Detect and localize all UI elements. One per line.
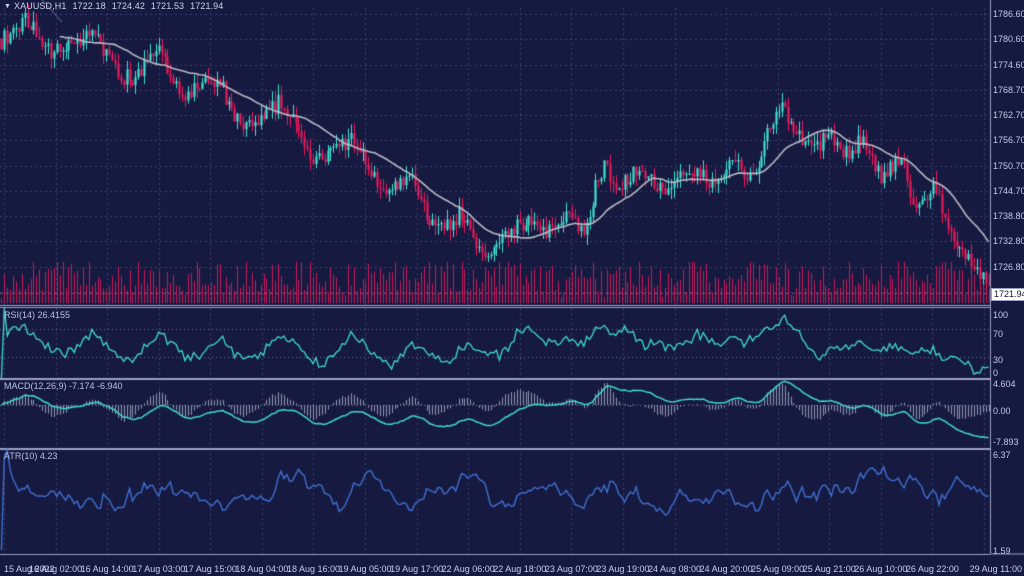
time-axis-label: 24 Aug 20:00 [699, 564, 753, 574]
time-axis-label: 17 Aug 03:00 [132, 564, 186, 574]
time-axis-label: 26 Aug 22:00 [905, 564, 959, 574]
time-axis-label: 18 Aug 04:00 [235, 564, 289, 574]
time-axis-label: 17 Aug 15:00 [183, 564, 237, 574]
time-axis-label: 22 Aug 06:00 [441, 564, 495, 574]
time-axis-label: 22 Aug 18:00 [493, 564, 547, 574]
time-axis-label: 19 Aug 05:00 [338, 564, 392, 574]
time-axis-label: 23 Aug 19:00 [596, 564, 650, 574]
time-axis-label: 29 Aug 11:00 [969, 564, 1022, 574]
time-axis-label: 16 Aug 14:00 [80, 564, 134, 574]
time-axis-label: 25 Aug 21:00 [802, 564, 856, 574]
current-price-label: 1721.94 [991, 288, 1024, 301]
time-axis-label: 26 Aug 10:00 [854, 564, 908, 574]
time-axis-label: 24 Aug 08:00 [647, 564, 702, 574]
time-axis-label: 16 Aug 02:00 [29, 564, 83, 574]
time-axis-label: 18 Aug 16:00 [286, 564, 340, 574]
time-axis-label: 15 Aug 2022 [4, 564, 55, 574]
time-axis-label: 25 Aug 09:00 [751, 564, 805, 574]
time-axis-label: 19 Aug 17:00 [390, 564, 444, 574]
time-axis-label: 23 Aug 07:00 [544, 564, 598, 574]
